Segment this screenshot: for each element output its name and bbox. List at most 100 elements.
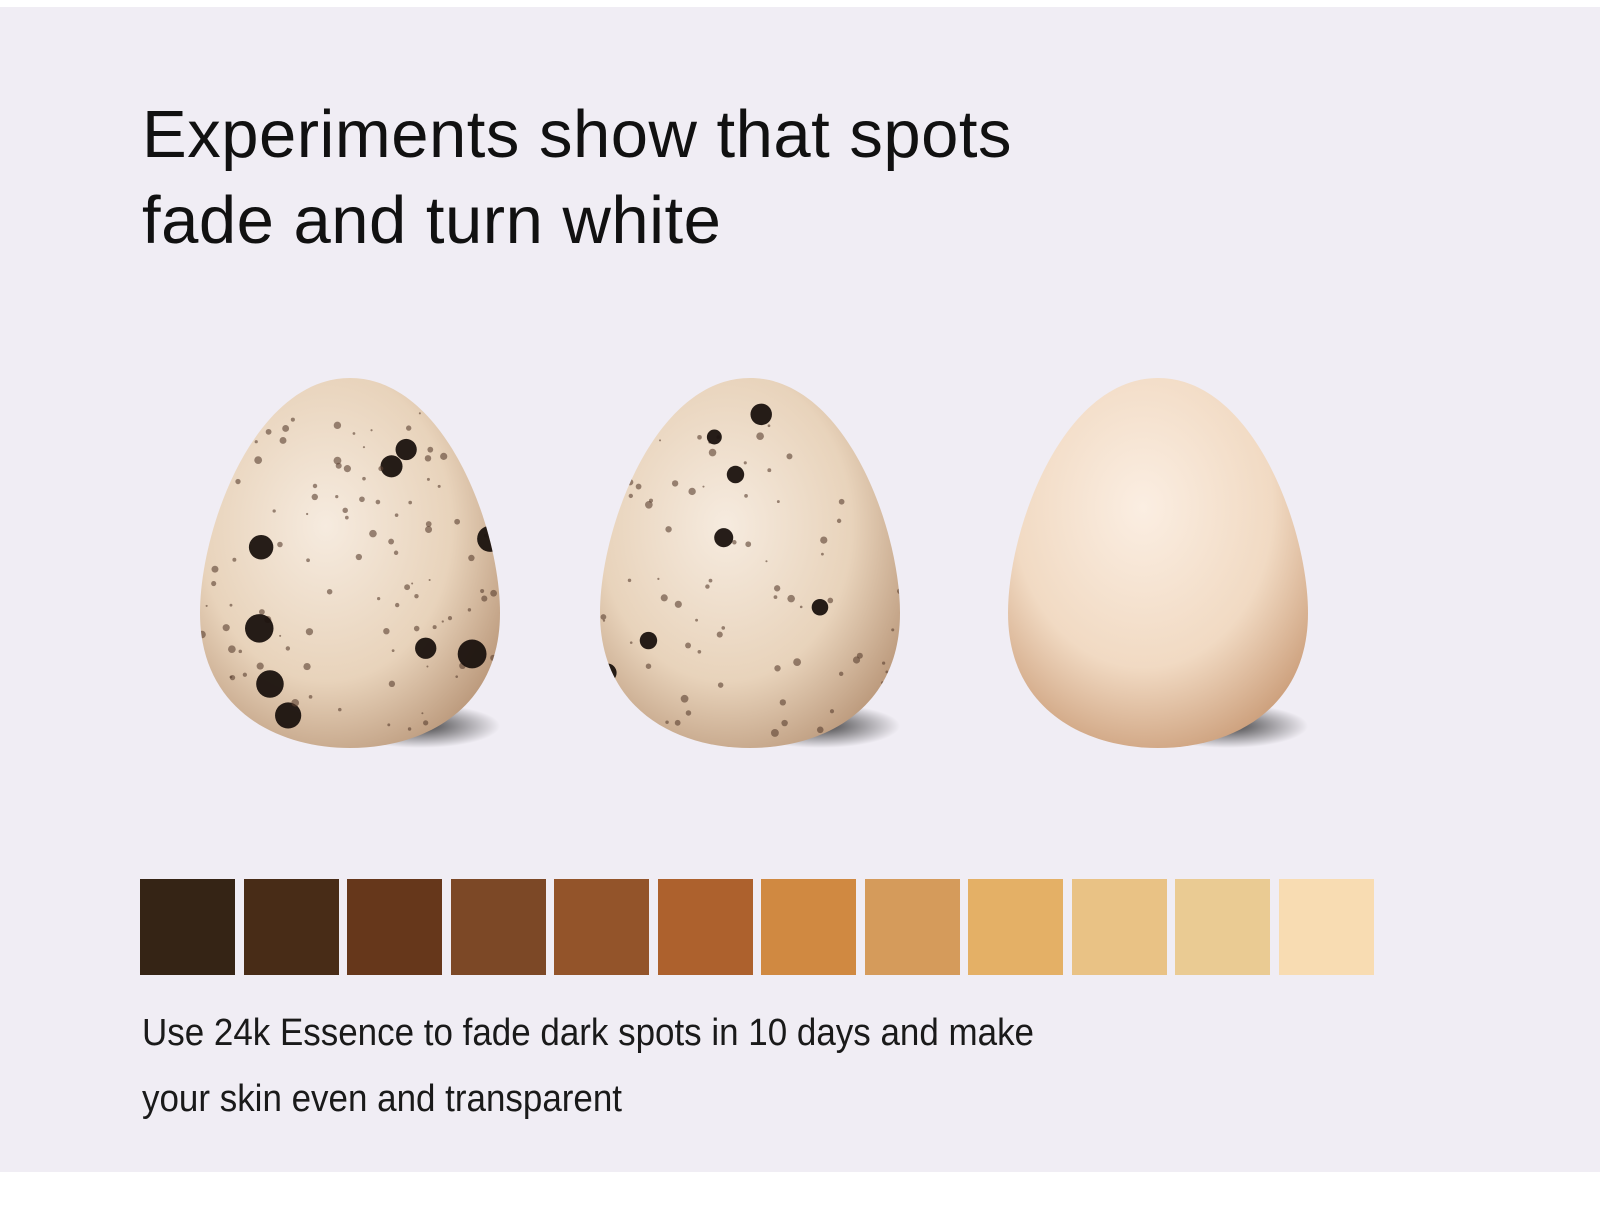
egg-spot — [457, 639, 487, 669]
egg-spot — [242, 672, 248, 677]
egg-spot — [388, 538, 395, 545]
egg-spot — [695, 618, 699, 622]
egg-spot — [394, 513, 399, 517]
egg-spot — [635, 483, 642, 490]
egg-spot — [285, 646, 291, 651]
color-swatch — [1278, 879, 1374, 975]
egg-spot — [291, 699, 300, 707]
color-swatch — [347, 879, 442, 975]
egg-spot — [387, 723, 391, 727]
egg-spot — [333, 456, 342, 465]
egg-spot — [882, 661, 886, 665]
egg-spot — [674, 719, 681, 726]
egg-spot — [629, 641, 633, 644]
egg-spot — [811, 598, 829, 616]
egg-spot — [851, 432, 855, 436]
egg-spot — [343, 465, 351, 473]
egg-spot — [424, 455, 432, 462]
egg-spot — [279, 634, 282, 637]
egg-spot — [799, 605, 803, 609]
egg-spot — [205, 604, 208, 607]
egg-spot — [312, 483, 318, 489]
egg-spot — [393, 550, 399, 555]
egg-spot — [716, 631, 723, 638]
egg-spot — [836, 518, 842, 524]
egg-spot — [685, 710, 692, 716]
egg-spot — [490, 589, 497, 597]
egg-spot — [265, 428, 272, 435]
egg-spot — [744, 494, 748, 498]
egg-spot — [614, 497, 618, 502]
egg-spot — [441, 620, 444, 623]
egg-spot — [706, 429, 722, 445]
egg-spot — [425, 521, 432, 527]
egg-spot — [454, 518, 461, 525]
egg-spot — [333, 421, 342, 430]
egg-spot — [200, 430, 203, 436]
headline-line-1: Experiments show that spots — [142, 97, 1013, 172]
egg-spot — [680, 694, 689, 703]
egg-spot — [395, 438, 417, 461]
color-swatch — [243, 879, 339, 975]
egg-spot — [702, 485, 705, 488]
egg-spot — [657, 577, 660, 580]
egg-spot — [425, 526, 433, 534]
egg-spot — [377, 597, 381, 601]
egg-spot — [767, 424, 771, 428]
egg-spot — [869, 432, 872, 435]
eggs-illustration — [200, 378, 1308, 748]
egg-spot — [256, 670, 284, 698]
egg-spot — [688, 487, 696, 496]
egg-spot — [494, 537, 497, 540]
egg-spot — [414, 593, 419, 599]
egg-spot — [221, 465, 226, 469]
egg-spot — [820, 536, 828, 544]
egg-spot — [428, 578, 431, 582]
egg-spot — [600, 614, 607, 620]
egg-spot — [211, 580, 217, 587]
egg-spot — [235, 478, 241, 485]
egg-spot — [305, 628, 314, 636]
egg-spot — [200, 407, 201, 409]
egg-spot — [404, 584, 411, 591]
egg-spot — [352, 432, 356, 435]
egg-spot — [219, 458, 222, 462]
egg-spot — [308, 695, 313, 699]
egg-spot — [411, 582, 414, 585]
egg-spot — [708, 448, 717, 457]
egg-spot — [756, 432, 764, 441]
egg-spot — [628, 493, 633, 499]
egg-spot — [369, 529, 377, 538]
egg-spot — [455, 675, 459, 678]
egg-spot — [838, 498, 845, 505]
egg-spot — [467, 608, 472, 612]
egg-spot — [721, 626, 726, 630]
egg-spot — [423, 720, 429, 726]
egg-spot — [821, 552, 824, 556]
egg-spot — [671, 480, 679, 487]
egg-spot — [714, 528, 734, 548]
egg-shell — [600, 378, 900, 748]
egg-spot — [303, 662, 311, 671]
egg-spot — [258, 609, 265, 615]
egg-spot — [388, 680, 396, 688]
egg-spot — [264, 411, 269, 416]
egg-shell — [1008, 378, 1308, 748]
white-egg-after — [1008, 378, 1308, 748]
egg-spot — [480, 588, 485, 594]
egg-spot — [311, 493, 318, 501]
egg-spot — [726, 465, 745, 484]
egg-spot — [421, 712, 424, 715]
egg-spot — [890, 417, 897, 424]
egg-spot — [415, 637, 437, 659]
egg-spot — [449, 435, 454, 440]
egg-spot — [885, 432, 889, 436]
egg-spot — [335, 495, 339, 499]
color-swatch — [864, 879, 960, 975]
egg-spot — [413, 625, 420, 632]
color-swatch — [657, 879, 753, 975]
egg-spot — [342, 507, 348, 514]
egg-spot — [614, 695, 618, 699]
egg-spot — [437, 484, 441, 488]
egg-spot — [359, 496, 365, 503]
